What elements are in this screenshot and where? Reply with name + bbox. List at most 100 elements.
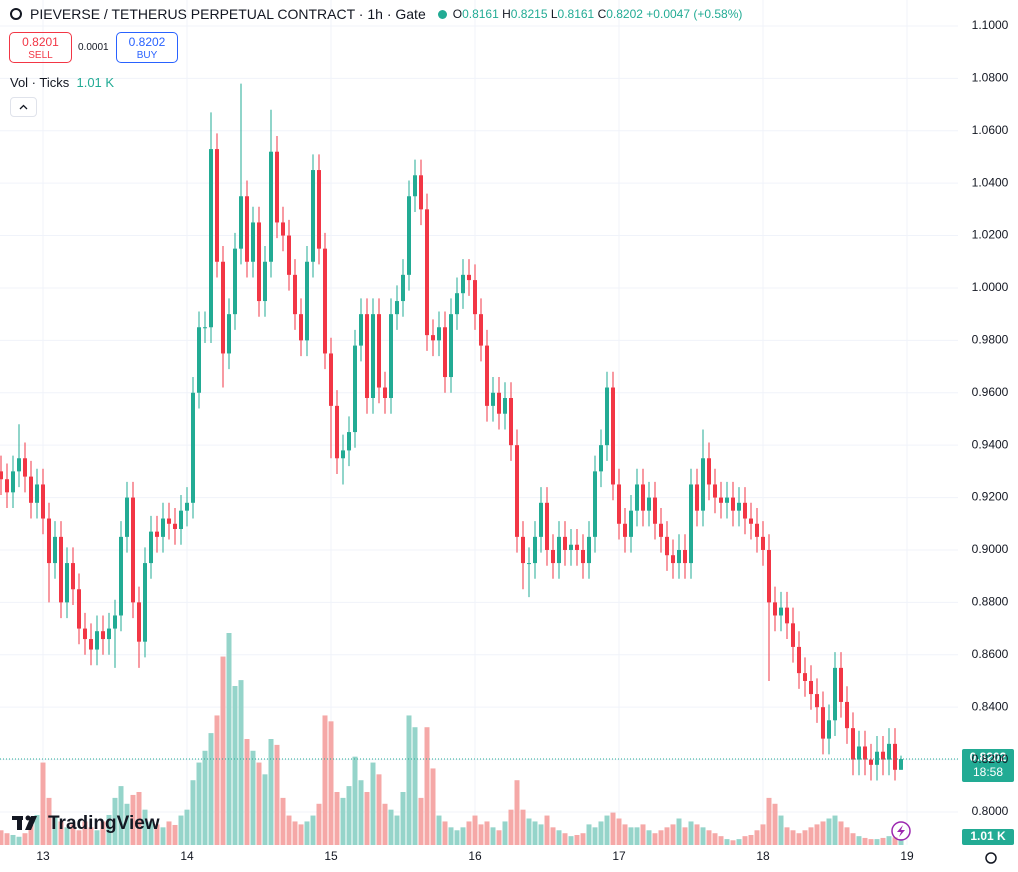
volume-bar [124, 803, 130, 845]
candle-body [281, 222, 285, 236]
buy-button[interactable]: 0.8202 BUY [116, 32, 178, 63]
candle-body [635, 484, 639, 511]
candle-body [899, 759, 903, 770]
alert-icon[interactable] [891, 821, 911, 841]
candle-body [287, 235, 291, 275]
sell-label: SELL [28, 50, 53, 61]
volume-bar [814, 824, 820, 845]
candle-body [41, 484, 45, 519]
y-tick-label: 0.9400 [972, 437, 1009, 451]
volume-bar [748, 834, 754, 845]
volume-bar [538, 824, 544, 845]
volume-legend: Vol · Ticks 1.01 K [10, 75, 114, 90]
volume-bar [34, 814, 40, 845]
volume-bar [244, 739, 250, 845]
symbol-icon [10, 8, 22, 20]
y-tick-label: 0.8800 [972, 595, 1009, 609]
volume-bar [106, 814, 112, 845]
volume-bar [58, 821, 64, 845]
open: 0.8161 [462, 7, 499, 21]
volume-bar [64, 827, 70, 845]
candle-body [53, 536, 57, 564]
volume-bar [286, 815, 292, 845]
candle-body [887, 743, 891, 760]
y-tick-label: 0.8000 [972, 804, 1009, 818]
candle-body [557, 536, 561, 564]
candle-body [881, 751, 885, 760]
volume-bar [424, 727, 430, 845]
candle-body [503, 398, 507, 414]
volume-bar [610, 812, 616, 845]
candle-body [449, 314, 453, 378]
logo: TradingView [12, 813, 160, 834]
candle-body [17, 458, 21, 472]
collapse-button[interactable] [10, 97, 37, 117]
candle-body [329, 353, 333, 406]
candle-body [875, 751, 879, 765]
volume-value: 1.01 K [76, 75, 115, 90]
volume-bar [166, 821, 172, 845]
volume-bar [250, 750, 256, 845]
candle-body [611, 387, 615, 485]
candle-body [713, 484, 717, 498]
candle-body [581, 549, 585, 564]
candle-body [0, 471, 3, 480]
volume-bar [604, 815, 610, 845]
last-price-box [962, 749, 1014, 783]
spread: 0.0001 [78, 42, 109, 53]
volume-bar [784, 827, 790, 845]
volume-bar [550, 827, 556, 845]
candle-body [473, 280, 477, 315]
volume-bar [232, 686, 238, 845]
volume-bar [382, 803, 388, 845]
volume-bar [226, 633, 232, 845]
volume-bar [238, 680, 244, 845]
candle-body [821, 707, 825, 739]
candle-body [791, 623, 795, 647]
candle-body [467, 274, 471, 281]
volume-bar [778, 815, 784, 845]
volume-bar [556, 830, 562, 845]
volume-bar [202, 750, 208, 845]
candle-body [269, 151, 273, 262]
volume-bar [448, 827, 454, 845]
candle-body [161, 518, 165, 537]
volume-bar [16, 836, 22, 845]
candle-body [773, 602, 777, 616]
candle-body [59, 536, 63, 603]
volume-bar [844, 827, 850, 845]
volume-bar [142, 809, 148, 845]
candle-body [401, 274, 405, 302]
volume-bar [172, 824, 178, 845]
alert-bolt [897, 825, 905, 837]
volume-bar [304, 821, 310, 845]
candle-body [479, 314, 483, 346]
candle-body [257, 222, 261, 302]
last-price: 0.8202 [970, 750, 1007, 764]
volume-bar [892, 837, 898, 845]
candle-body [833, 667, 837, 721]
sell-button[interactable]: 0.8201 SELL [9, 32, 72, 63]
volume-bar [136, 792, 142, 845]
header: PIEVERSE / TETHERUS PERPETUAL CONTRACT ·… [10, 6, 742, 22]
candle-body [827, 720, 831, 739]
volume-bar [754, 830, 760, 845]
candle-body [335, 405, 339, 459]
volume-bar [628, 827, 634, 845]
status-dot [437, 9, 447, 19]
settings-icon[interactable] [985, 852, 997, 864]
volume-bar [388, 809, 394, 845]
candle-body [305, 261, 309, 341]
candle-body [653, 497, 657, 524]
high: 0.8215 [510, 7, 548, 21]
brand: TradingView [48, 813, 160, 834]
x-tick-label: 19 [900, 849, 914, 863]
volume-bar [316, 803, 322, 845]
volume-bar [640, 824, 646, 845]
candle-body [869, 759, 873, 765]
volume-bar [574, 834, 580, 845]
volume-bar [376, 774, 382, 845]
volume-bar [868, 839, 874, 845]
ohlc-letter: H [502, 7, 511, 21]
candle-body [23, 458, 27, 477]
